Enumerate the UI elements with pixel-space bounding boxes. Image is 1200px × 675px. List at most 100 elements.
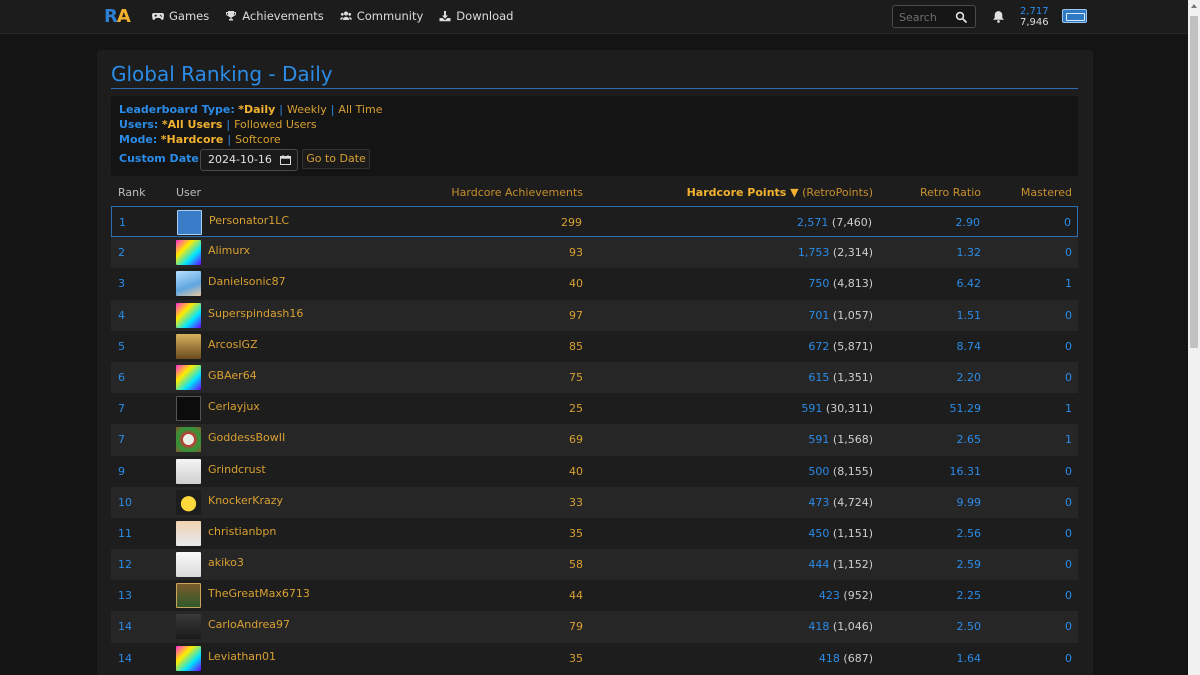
hardcore-points-link[interactable]: 615: [808, 370, 830, 384]
user-link[interactable]: Leviathan01: [208, 649, 277, 663]
hardcore-points-link[interactable]: 450: [808, 526, 830, 540]
table-row: 10 KnockerKrazy 33 473 (4,724) 9.99 0: [111, 486, 1078, 518]
notification-bell-icon[interactable]: [992, 10, 1005, 23]
table-row: 14 CarloAndrea97 79 418 (1,046) 2.50 0: [111, 611, 1078, 643]
rank-link[interactable]: 7: [118, 433, 125, 447]
avatar[interactable]: [176, 489, 201, 515]
rank-link[interactable]: 2: [118, 246, 125, 260]
hardcore-points-link[interactable]: 473: [808, 495, 830, 509]
avatar[interactable]: [176, 427, 201, 453]
avatar[interactable]: [176, 552, 201, 578]
nav-community[interactable]: Community: [339, 9, 423, 23]
nav-achievements[interactable]: Achievements: [225, 9, 324, 23]
avatar[interactable]: [176, 271, 201, 297]
retroachievements-logo[interactable]: RA: [104, 6, 138, 27]
user-link[interactable]: GoddessBowII: [208, 431, 286, 445]
retro-ratio: 2.56: [956, 526, 982, 540]
rank-link[interactable]: 9: [118, 464, 125, 478]
retro-ratio: 2.20: [956, 370, 982, 384]
header-retro-ratio[interactable]: Retro Ratio: [920, 186, 981, 199]
avatar[interactable]: [176, 396, 201, 422]
mode-hardcore-link[interactable]: *Hardcore: [160, 133, 224, 146]
search-icon[interactable]: [955, 11, 967, 23]
hardcore-points-link[interactable]: 418: [808, 620, 830, 634]
points-cell: 500 (8,155): [808, 465, 873, 478]
avatar[interactable]: [176, 583, 201, 609]
user-link[interactable]: christianbpn: [208, 524, 277, 538]
retro-points: (1,057): [832, 308, 873, 322]
rank-link[interactable]: 7: [118, 402, 125, 416]
leaderboard-weekly-link[interactable]: Weekly: [287, 103, 327, 116]
avatar[interactable]: [176, 645, 201, 671]
scroll-thumb[interactable]: [1190, 16, 1198, 348]
user-link[interactable]: KnockerKrazy: [208, 493, 283, 507]
user-link[interactable]: Personator1LC: [209, 214, 290, 227]
retro-points: (1,351): [832, 370, 873, 384]
leaderboard-daily-link[interactable]: *Daily: [238, 103, 276, 116]
avatar[interactable]: [177, 210, 202, 235]
points-cell: 615 (1,351): [808, 371, 873, 384]
hardcore-points-link[interactable]: 750: [808, 277, 830, 291]
users-all-link[interactable]: *All Users: [161, 118, 223, 131]
rank-link[interactable]: 4: [118, 308, 125, 322]
calendar-icon[interactable]: [280, 155, 291, 165]
scroll-up-arrow-icon[interactable]: [1191, 4, 1197, 8]
user-link[interactable]: GBAer64: [208, 368, 257, 382]
nav-games[interactable]: Games: [152, 9, 209, 23]
hardcore-points-link[interactable]: 423: [818, 589, 840, 603]
rank-link[interactable]: 14: [118, 651, 132, 665]
nav-download[interactable]: Download: [439, 9, 513, 23]
rank-link[interactable]: 3: [118, 277, 125, 291]
rank-link[interactable]: 6: [118, 370, 125, 384]
avatar[interactable]: [176, 240, 201, 266]
retro-points: (952): [843, 589, 873, 603]
user-link[interactable]: CarloAndrea97: [208, 618, 290, 632]
hardcore-points-link[interactable]: 500: [808, 464, 830, 478]
hardcore-points-link[interactable]: 2,571: [796, 216, 829, 229]
users-label: Users:: [119, 118, 159, 131]
avatar[interactable]: [176, 302, 201, 328]
avatar[interactable]: [176, 520, 201, 546]
search-box: [892, 5, 976, 28]
header-points[interactable]: Hardcore Points ▼ (RetroPoints): [687, 186, 873, 199]
table-row: 11 christianbpn 35 450 (1,151) 2.56 0: [111, 518, 1078, 549]
avatar[interactable]: [176, 333, 201, 359]
hardcore-points-link[interactable]: 1,753: [797, 246, 830, 260]
rank-link[interactable]: 14: [118, 620, 132, 634]
search-input[interactable]: [899, 10, 955, 24]
header-mastered[interactable]: Mastered: [1020, 186, 1072, 199]
user-link[interactable]: Danielsonic87: [208, 275, 286, 289]
hardcore-points-link[interactable]: 591: [808, 433, 830, 447]
user-link[interactable]: akiko3: [208, 556, 244, 570]
mastered-count: 0: [1064, 216, 1071, 229]
header-achievements[interactable]: Hardcore Achievements: [451, 186, 583, 199]
date-field[interactable]: 2024-10-16: [200, 149, 298, 171]
scrollbar[interactable]: [1188, 0, 1200, 675]
rank-link[interactable]: 12: [118, 558, 132, 572]
hardcore-points-link[interactable]: 591: [801, 402, 823, 416]
user-link[interactable]: Alimurx: [208, 244, 251, 258]
avatar[interactable]: [176, 614, 201, 640]
rank-link[interactable]: 5: [118, 339, 125, 353]
user-link[interactable]: Grindcrust: [208, 462, 266, 476]
mode-softcore-link[interactable]: Softcore: [235, 133, 281, 146]
rank-link[interactable]: 13: [118, 589, 132, 603]
avatar[interactable]: [176, 458, 201, 484]
hardcore-points-link[interactable]: 672: [808, 339, 830, 353]
user-avatar[interactable]: [1062, 9, 1087, 23]
rank-link[interactable]: 10: [118, 495, 132, 509]
hardcore-points-link[interactable]: 418: [818, 651, 840, 665]
hardcore-points-link[interactable]: 444: [808, 558, 830, 572]
go-to-date-button[interactable]: Go to Date: [302, 149, 370, 169]
points-cell: 750 (4,813): [808, 277, 873, 290]
users-followed-link[interactable]: Followed Users: [234, 118, 317, 131]
user-link[interactable]: Superspindash16: [208, 306, 304, 320]
leaderboard-alltime-link[interactable]: All Time: [338, 103, 383, 116]
hardcore-points-link[interactable]: 701: [808, 308, 830, 322]
rank-link[interactable]: 1: [119, 216, 126, 229]
rank-link[interactable]: 11: [118, 526, 132, 540]
avatar[interactable]: [176, 364, 201, 390]
user-link[interactable]: TheGreatMax6713: [208, 587, 310, 601]
user-link[interactable]: ArcosIGZ: [208, 337, 258, 351]
user-link[interactable]: Cerlayjux: [208, 400, 260, 414]
